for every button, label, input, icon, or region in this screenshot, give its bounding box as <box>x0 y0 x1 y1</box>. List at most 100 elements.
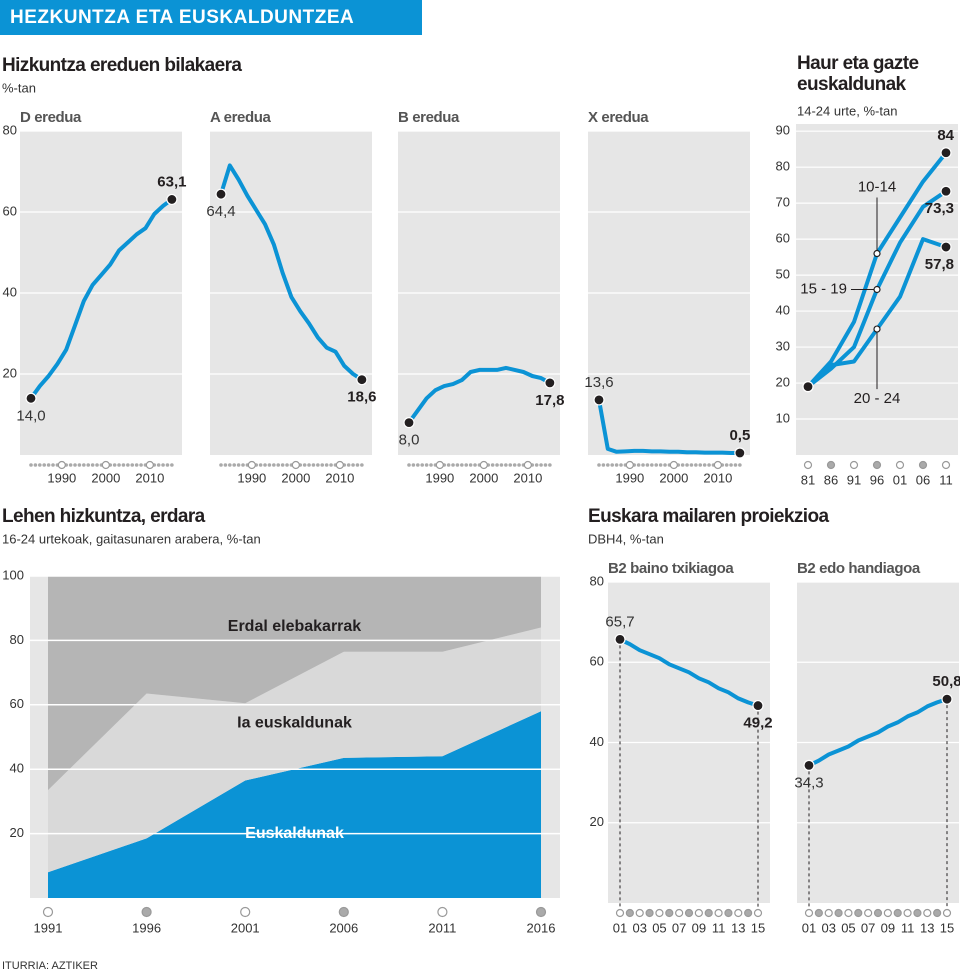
x-tick-label: 1990 <box>615 470 644 485</box>
x-axis-dot <box>228 463 232 467</box>
x-tick-mark <box>645 908 654 918</box>
x-tick-mark <box>338 906 349 918</box>
x-axis-dot <box>689 463 694 467</box>
y-tick-label: 60 <box>776 231 790 246</box>
data-line <box>29 197 174 401</box>
annotation-point <box>873 285 881 294</box>
x-tick-label: 2010 <box>513 470 542 485</box>
x-tick-mark <box>834 908 843 918</box>
x-axis-dot <box>407 463 411 467</box>
x-tick-label: 15 <box>940 920 954 935</box>
annotation-point <box>873 249 881 258</box>
x-axis-dot <box>707 463 711 467</box>
x-tick-mark <box>141 906 152 918</box>
x-axis-dot <box>729 463 733 467</box>
data-point <box>940 241 952 253</box>
x-tick-mark <box>734 908 743 918</box>
x-tick-mark <box>704 908 713 918</box>
panel-title: A eredua <box>210 109 271 126</box>
y-tick-label: 70 <box>776 195 790 210</box>
x-axis-dot <box>733 463 738 467</box>
x-axis-dot <box>51 463 55 467</box>
y-tick-label: 10 <box>776 410 790 425</box>
x-axis-dot <box>416 463 420 467</box>
data-point <box>734 447 746 459</box>
x-axis-dot <box>539 463 543 467</box>
data-line <box>597 397 742 455</box>
area <box>48 627 541 873</box>
data-point <box>614 633 626 645</box>
x-tick-mark <box>291 460 300 470</box>
x-axis-dot <box>134 463 139 467</box>
y-tick-label: 60 <box>590 654 604 669</box>
header-bar <box>0 0 422 35</box>
x-tick-mark <box>240 906 251 918</box>
series-label: 15 - 19 <box>800 280 847 297</box>
x-axis-dot <box>464 463 469 467</box>
data-point <box>403 417 415 429</box>
x-axis-dot <box>614 463 619 467</box>
x-axis-dot <box>694 463 698 467</box>
source: ITURRIA: AZTIKER <box>2 960 98 972</box>
x-tick-mark <box>479 460 488 470</box>
chart-title: Haur eta gazte euskaldunak <box>797 53 919 95</box>
x-tick-label: 06 <box>916 472 930 487</box>
annotation-point <box>873 325 881 333</box>
x-axis-dot <box>307 463 311 467</box>
x-axis-dot <box>495 463 499 467</box>
x-tick-label: 01 <box>613 920 627 935</box>
x-tick-mark <box>933 908 942 918</box>
x-axis-dot <box>68 463 73 467</box>
x-tick-label: 03 <box>821 920 835 935</box>
x-axis-dot <box>429 463 433 467</box>
x-axis-dot <box>232 463 237 467</box>
x-tick-label: 2001 <box>231 920 260 935</box>
data-line <box>219 163 364 382</box>
x-axis-dot <box>468 463 473 467</box>
x-axis-dot <box>650 463 654 467</box>
x-axis-dot <box>534 463 539 467</box>
x-axis-dot <box>702 463 707 467</box>
x-axis-dot <box>241 463 245 467</box>
chart-subtitle: DBH4, %-tan <box>588 531 664 546</box>
value-label: 65,7 <box>605 613 634 630</box>
data-point <box>940 147 952 159</box>
x-axis-dot <box>236 463 241 467</box>
x-axis-dot <box>606 463 610 467</box>
x-axis-dot <box>302 463 307 467</box>
y-tick-label: 80 <box>10 632 24 647</box>
area <box>48 711 541 898</box>
x-axis-dot <box>311 463 316 467</box>
x-tick-label: 01 <box>893 472 907 487</box>
x-tick-label: 2016 <box>527 920 556 935</box>
x-tick-mark <box>942 908 952 918</box>
x-axis-dot <box>724 463 729 467</box>
x-axis-dot <box>508 463 513 467</box>
x-tick-mark <box>849 460 859 470</box>
y-tick-label: 100 <box>2 567 24 582</box>
value-label: 0,5 <box>729 427 750 444</box>
x-tick-label: 09 <box>881 920 895 935</box>
x-axis-dot <box>420 463 425 467</box>
x-axis-dot <box>455 463 460 467</box>
x-tick-label: 2000 <box>91 470 120 485</box>
x-tick-label: 1991 <box>34 920 63 935</box>
x-axis-dot <box>645 463 650 467</box>
y-tick-label: 20 <box>10 825 24 840</box>
x-tick-label: 13 <box>920 920 934 935</box>
x-tick-mark <box>941 460 951 470</box>
series-label: Euskaldunak <box>245 825 344 842</box>
x-axis-dot <box>601 463 606 467</box>
x-axis-dot <box>29 463 33 467</box>
x-axis-dot <box>619 463 623 467</box>
y-tick-label: 30 <box>776 339 790 354</box>
x-tick-mark <box>535 906 547 918</box>
x-tick-label: 1990 <box>425 470 454 485</box>
x-tick-mark <box>675 908 684 918</box>
header-title: HEZKUNTZA ETA EUSKALDUNTZEA <box>10 7 354 28</box>
x-axis-dot <box>82 463 86 467</box>
x-tick-mark <box>854 908 863 918</box>
series-label: Erdal elebakarrak <box>228 618 362 635</box>
x-axis-dot <box>738 463 742 467</box>
x-axis-dot <box>42 463 47 467</box>
